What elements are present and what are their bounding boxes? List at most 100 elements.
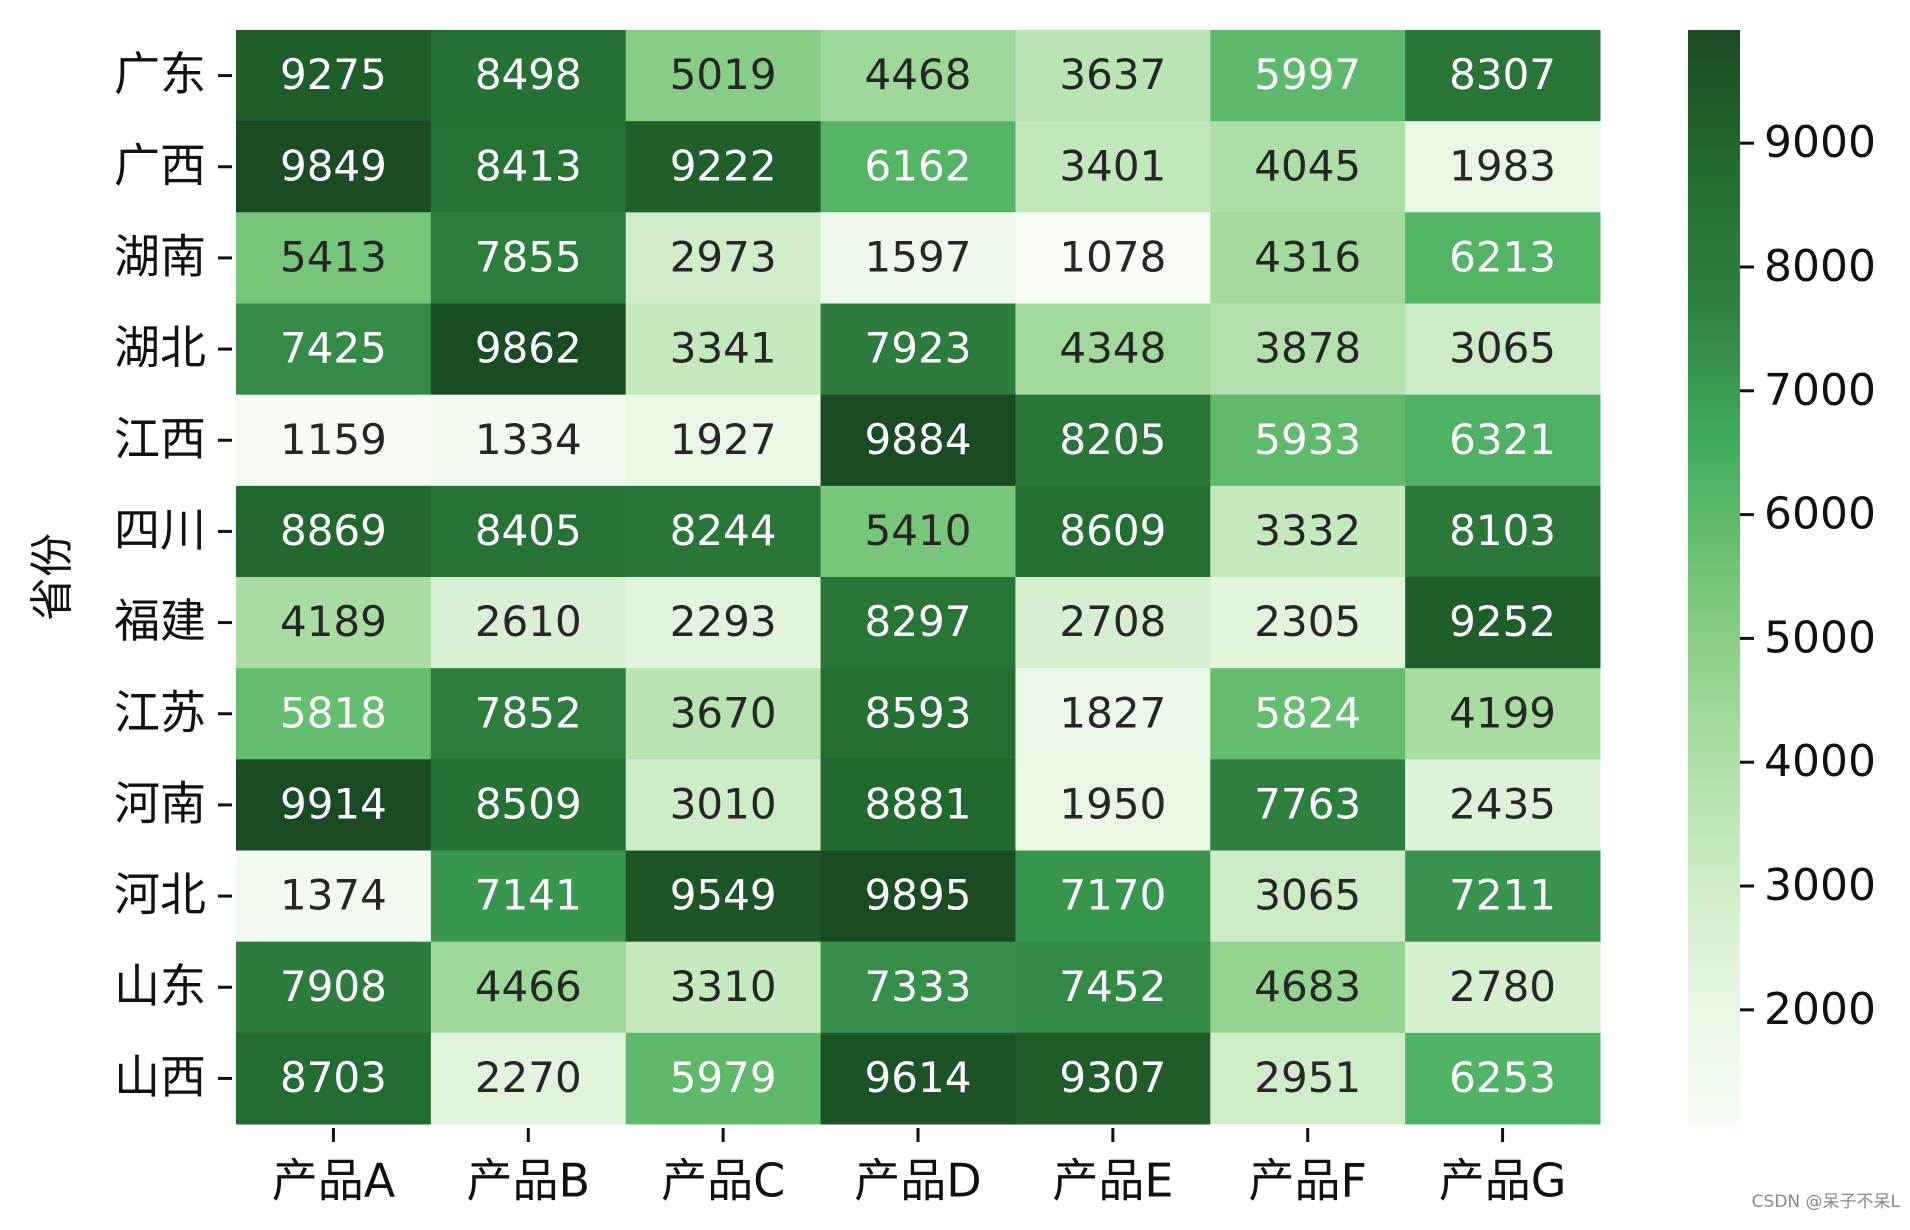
y-tick-label: 河北 [114,868,206,922]
heatmap-cell [625,668,822,760]
cell-label: 8869 [280,506,387,555]
x-tick-label: 产品D [854,1154,981,1208]
heatmap-cell [236,121,432,213]
cell-label: 9275 [280,50,387,99]
heatmap-cell [1405,30,1601,122]
heatmap-cell [236,212,432,304]
heatmap-cell [820,1032,1016,1125]
y-tick-label: 广西 [114,138,206,192]
cell-label: 3010 [670,779,777,828]
x-tick-label: 产品G [1439,1154,1567,1208]
cell-label: 2293 [670,597,777,646]
heatmap-cell [820,759,1016,851]
heatmap-cell [625,850,822,943]
heatmap-cell [820,850,1016,943]
heatmap-cell [236,394,432,487]
heatmap-cell [820,668,1016,760]
cell-label: 9884 [865,415,972,464]
colorbar-tick-label: 2000 [1764,984,1876,1035]
cell-label: 9862 [475,324,582,373]
cell-label: 4468 [865,50,972,99]
cell-label: 1374 [280,871,387,920]
heatmap-cell [236,303,432,396]
y-tick-label: 山东 [114,959,206,1013]
cell-label: 8205 [1059,415,1166,464]
cell-label: 2708 [1059,597,1166,646]
heatmap-cell [430,303,627,396]
cell-label: 1827 [1059,688,1166,737]
cell-label: 8103 [1449,506,1556,555]
colorbar-tick-label: 7000 [1764,365,1876,416]
cell-label: 5818 [280,688,387,737]
colorbar-tick-label: 8000 [1764,241,1876,292]
cell-label: 5019 [670,50,777,99]
colorbar-tick-label: 6000 [1764,489,1876,540]
heatmap-cell [625,121,822,213]
heatmap-cell [1015,121,1211,213]
y-tick-label: 河南 [114,776,206,830]
cell-label: 1983 [1449,141,1556,190]
cell-label: 5933 [1254,415,1361,464]
heatmap-cell [820,485,1016,578]
cell-label: 3341 [670,324,777,373]
heatmap-cell [625,577,822,669]
heatmap-cell [1015,485,1211,578]
cell-label: 1159 [280,415,387,464]
heatmap-cell [1210,1032,1406,1125]
cell-label: 8609 [1059,506,1166,555]
heatmap-cell [820,394,1016,487]
heatmap-cell [1015,941,1211,1034]
cell-label: 4316 [1254,232,1361,281]
heatmap-cell [1210,394,1406,487]
cell-label: 9252 [1449,597,1556,646]
cell-label: 4199 [1449,688,1556,737]
y-tick-label: 福建 [114,594,206,648]
cell-label: 8509 [475,779,582,828]
cell-label: 1950 [1059,779,1166,828]
heatmap-cell [236,941,432,1034]
cell-label: 7852 [475,688,582,737]
heatmap-cell [625,30,822,122]
cell-label: 4683 [1254,962,1361,1011]
cell-label: 7908 [280,962,387,1011]
heatmap-cell [1405,577,1601,669]
cell-label: 7141 [475,871,582,920]
x-tick-label: 产品E [1052,1154,1173,1208]
colorbar-tick-label: 5000 [1764,612,1876,663]
heatmap-cell [1015,668,1211,760]
heatmap-cell [820,303,1016,396]
cell-label: 7923 [865,324,972,373]
y-tick-label: 广东 [114,47,206,101]
heatmap-cell [430,941,627,1034]
cell-label: 2780 [1449,962,1556,1011]
colorbar-tick-label: 3000 [1764,860,1876,911]
x-tick-label: 产品B [467,1154,591,1208]
heatmap-cell [1015,30,1211,122]
cell-label: 7333 [865,962,972,1011]
y-tick-label: 湖北 [114,321,206,375]
cell-label: 8703 [280,1053,387,1102]
cell-label: 3878 [1254,324,1361,373]
cell-label: 5997 [1254,50,1361,99]
heatmap-cell [625,1032,822,1125]
heatmap-cell [1405,303,1601,396]
y-tick-label: 湖南 [114,229,206,283]
cell-label: 1334 [475,415,582,464]
heatmap-cell [430,850,627,943]
cell-label: 6213 [1449,232,1556,281]
heatmap-cell [1015,394,1211,487]
cell-label: 8593 [865,688,972,737]
cell-label: 5824 [1254,688,1361,737]
cell-label: 8413 [475,141,582,190]
heatmap-cell [820,121,1016,213]
heatmap-cell [820,577,1016,669]
heatmap-cell [236,485,432,578]
watermark: CSDN @呆子不呆L [1752,1192,1901,1212]
cell-label: 7170 [1059,871,1166,920]
heatmap-cell [430,212,627,304]
x-tick-label: 产品C [661,1154,785,1208]
cell-label: 7763 [1254,779,1361,828]
heatmap-cell [430,30,627,122]
heatmap-cell [1210,941,1406,1034]
